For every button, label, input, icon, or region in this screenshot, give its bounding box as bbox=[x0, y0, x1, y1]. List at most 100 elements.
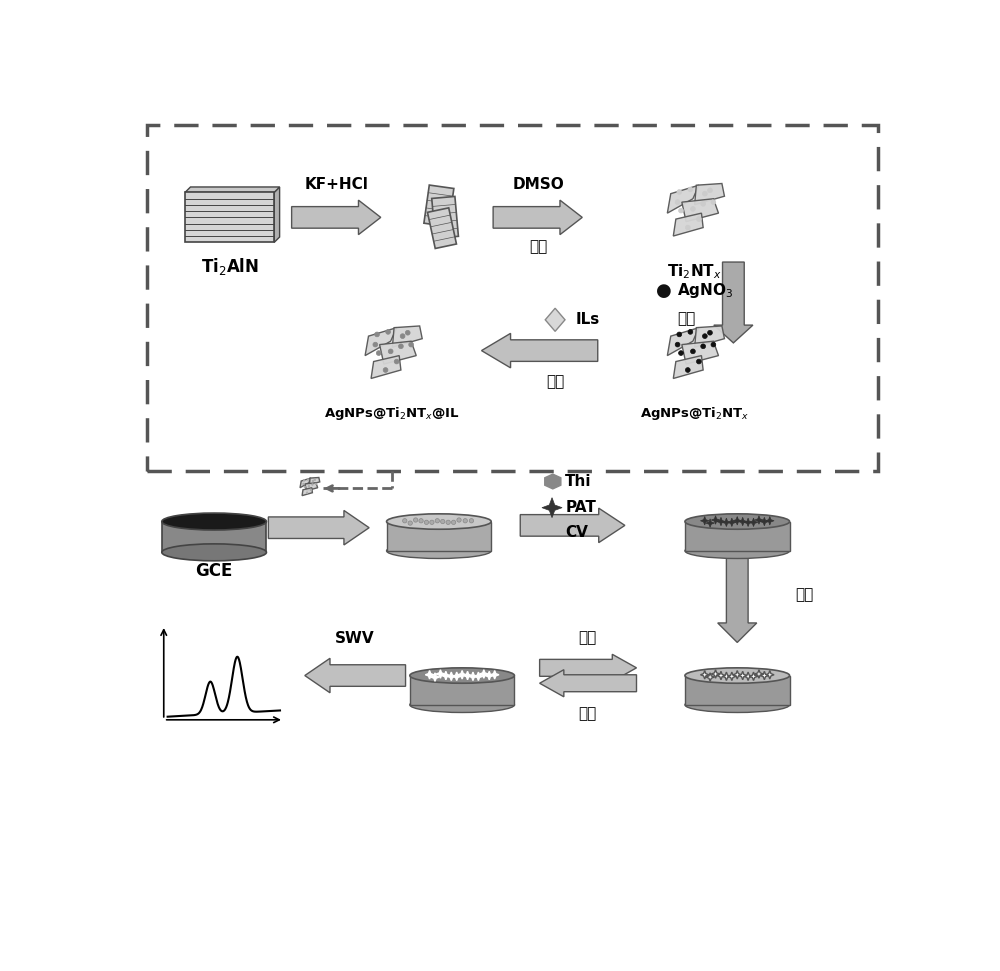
Circle shape bbox=[310, 489, 312, 490]
Polygon shape bbox=[717, 518, 725, 525]
Polygon shape bbox=[162, 521, 266, 552]
Polygon shape bbox=[542, 498, 562, 518]
Circle shape bbox=[677, 332, 682, 337]
Polygon shape bbox=[302, 487, 312, 495]
Polygon shape bbox=[305, 483, 318, 490]
Ellipse shape bbox=[410, 668, 514, 684]
Text: CV: CV bbox=[565, 524, 588, 540]
Circle shape bbox=[408, 520, 412, 525]
Polygon shape bbox=[733, 517, 742, 525]
Polygon shape bbox=[749, 519, 758, 526]
Circle shape bbox=[441, 519, 445, 523]
Circle shape bbox=[702, 334, 707, 339]
Circle shape bbox=[306, 492, 308, 493]
FancyArrow shape bbox=[292, 200, 381, 235]
Polygon shape bbox=[410, 676, 514, 705]
Polygon shape bbox=[700, 517, 709, 525]
Circle shape bbox=[446, 520, 450, 524]
Ellipse shape bbox=[685, 543, 790, 558]
Circle shape bbox=[375, 332, 379, 337]
Text: PAT: PAT bbox=[565, 500, 596, 516]
Ellipse shape bbox=[387, 514, 491, 529]
Polygon shape bbox=[711, 670, 720, 678]
Text: DMSO: DMSO bbox=[512, 177, 564, 192]
Circle shape bbox=[675, 200, 680, 205]
Polygon shape bbox=[717, 671, 725, 680]
Ellipse shape bbox=[162, 513, 266, 530]
Polygon shape bbox=[545, 474, 561, 488]
Circle shape bbox=[312, 481, 314, 482]
Polygon shape bbox=[755, 670, 763, 678]
Polygon shape bbox=[474, 672, 483, 681]
Circle shape bbox=[386, 329, 390, 334]
Circle shape bbox=[413, 518, 418, 522]
Text: 超声: 超声 bbox=[546, 374, 564, 388]
Polygon shape bbox=[706, 519, 714, 527]
Polygon shape bbox=[427, 208, 456, 249]
Ellipse shape bbox=[410, 697, 514, 713]
Polygon shape bbox=[274, 187, 280, 243]
Polygon shape bbox=[480, 670, 488, 678]
Polygon shape bbox=[695, 326, 724, 348]
Polygon shape bbox=[673, 355, 703, 379]
Polygon shape bbox=[728, 519, 736, 526]
Circle shape bbox=[383, 368, 388, 372]
Polygon shape bbox=[469, 672, 477, 681]
Circle shape bbox=[691, 207, 695, 212]
Polygon shape bbox=[545, 308, 565, 331]
Text: AgNPs@Ti$_2$NT$_x$@IL: AgNPs@Ti$_2$NT$_x$@IL bbox=[324, 405, 460, 421]
Polygon shape bbox=[733, 671, 742, 679]
Circle shape bbox=[394, 359, 399, 364]
Circle shape bbox=[388, 349, 393, 353]
Polygon shape bbox=[371, 355, 401, 379]
Polygon shape bbox=[744, 672, 752, 681]
Polygon shape bbox=[685, 676, 790, 705]
FancyArrow shape bbox=[305, 658, 406, 692]
Polygon shape bbox=[667, 185, 699, 214]
Text: 超声: 超声 bbox=[677, 312, 695, 326]
Circle shape bbox=[679, 208, 683, 213]
Circle shape bbox=[697, 359, 701, 364]
FancyArrow shape bbox=[540, 654, 637, 682]
Circle shape bbox=[702, 191, 707, 196]
Text: 孵育: 孵育 bbox=[579, 706, 597, 721]
Polygon shape bbox=[755, 516, 763, 524]
Circle shape bbox=[315, 484, 317, 485]
Polygon shape bbox=[442, 671, 450, 680]
Circle shape bbox=[701, 201, 706, 206]
Polygon shape bbox=[766, 671, 774, 679]
Polygon shape bbox=[432, 196, 458, 238]
Polygon shape bbox=[667, 327, 699, 355]
Circle shape bbox=[685, 225, 690, 230]
Circle shape bbox=[424, 520, 429, 524]
Polygon shape bbox=[682, 341, 718, 364]
FancyArrow shape bbox=[718, 553, 757, 643]
Polygon shape bbox=[185, 192, 274, 243]
Circle shape bbox=[463, 519, 467, 523]
Polygon shape bbox=[685, 521, 790, 551]
Polygon shape bbox=[392, 326, 422, 348]
Circle shape bbox=[400, 334, 405, 339]
Text: ILs: ILs bbox=[576, 313, 600, 327]
Circle shape bbox=[711, 200, 716, 205]
Polygon shape bbox=[309, 478, 320, 485]
Polygon shape bbox=[760, 671, 769, 680]
FancyArrow shape bbox=[493, 200, 582, 235]
Polygon shape bbox=[425, 671, 434, 679]
Polygon shape bbox=[431, 673, 439, 682]
FancyArrow shape bbox=[520, 508, 625, 543]
Text: 洗脱: 洗脱 bbox=[795, 587, 814, 602]
Text: AgNPs@Ti$_2$NT$_x$: AgNPs@Ti$_2$NT$_x$ bbox=[640, 405, 749, 421]
Circle shape bbox=[685, 368, 690, 372]
Circle shape bbox=[430, 520, 434, 524]
Polygon shape bbox=[766, 517, 774, 525]
Polygon shape bbox=[711, 516, 720, 524]
Text: Thi: Thi bbox=[565, 474, 592, 489]
Polygon shape bbox=[695, 184, 724, 205]
Polygon shape bbox=[380, 341, 416, 364]
Polygon shape bbox=[700, 671, 709, 679]
Polygon shape bbox=[728, 672, 736, 681]
Text: 超声: 超声 bbox=[529, 239, 547, 254]
Circle shape bbox=[303, 480, 305, 482]
Circle shape bbox=[308, 486, 310, 487]
